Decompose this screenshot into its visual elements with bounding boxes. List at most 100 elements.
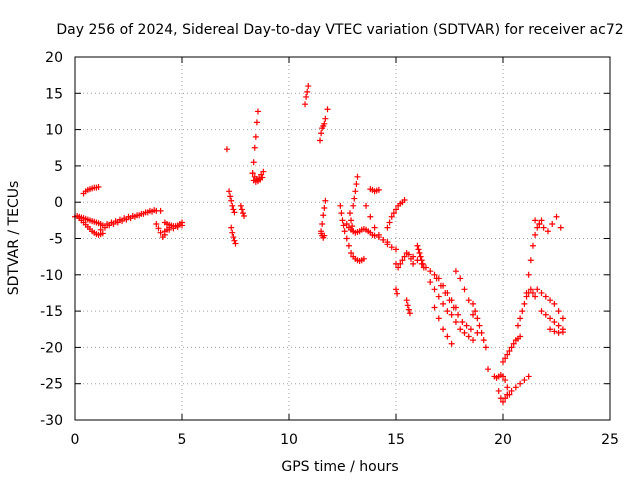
y-tick-label: -20 xyxy=(40,340,63,356)
data-point xyxy=(534,286,541,293)
data-point xyxy=(321,120,328,127)
series-x16.6-desc xyxy=(427,279,477,344)
data-point xyxy=(351,195,358,202)
series-x13.6-arc xyxy=(363,202,399,253)
data-point xyxy=(108,219,115,226)
data-point xyxy=(393,286,399,293)
data-point xyxy=(512,384,519,391)
data-point xyxy=(551,328,558,335)
series-x11.5-rise xyxy=(317,106,331,144)
data-point xyxy=(226,188,233,195)
data-point xyxy=(157,229,164,236)
series-x14.6-rise xyxy=(384,197,408,231)
data-point xyxy=(502,395,509,402)
series-x7-top xyxy=(223,146,230,153)
data-point xyxy=(343,220,350,227)
data-points xyxy=(72,83,566,405)
data-point xyxy=(388,244,395,251)
data-point xyxy=(337,202,344,209)
data-point xyxy=(551,318,558,325)
data-point xyxy=(517,333,524,340)
data-point xyxy=(134,212,141,219)
data-point xyxy=(380,236,387,243)
data-point xyxy=(452,318,459,325)
data-point xyxy=(254,108,261,115)
data-point xyxy=(166,226,173,233)
data-point xyxy=(125,213,132,220)
plot-frame xyxy=(74,56,611,421)
data-point xyxy=(410,260,417,267)
data-point xyxy=(536,220,543,227)
data-point xyxy=(116,216,123,223)
data-point xyxy=(318,130,325,137)
data-point xyxy=(540,224,547,231)
data-point xyxy=(508,387,515,394)
data-point xyxy=(431,286,438,293)
data-point xyxy=(553,213,560,220)
series-band-b-0to1 xyxy=(76,215,106,238)
data-point xyxy=(112,218,119,225)
data-point xyxy=(155,225,162,232)
y-tick-label: 20 xyxy=(45,50,63,66)
data-point xyxy=(179,222,185,229)
y-tick-label: 0 xyxy=(54,195,63,211)
data-point xyxy=(153,220,160,227)
data-point xyxy=(500,398,506,405)
data-point xyxy=(253,119,260,126)
data-point xyxy=(339,217,346,224)
x-tick-label: 0 xyxy=(71,432,80,448)
data-point xyxy=(452,268,459,275)
data-point xyxy=(97,226,104,233)
series-x11.5-dn xyxy=(318,230,328,241)
data-point xyxy=(230,206,237,213)
data-point xyxy=(435,293,442,300)
x-axis-label: GPS time / hours xyxy=(281,459,398,475)
data-point xyxy=(529,242,536,249)
y-tick-label: 15 xyxy=(45,86,63,102)
data-point xyxy=(519,308,526,315)
data-point xyxy=(418,257,425,264)
x-tick-label: 10 xyxy=(280,432,298,448)
series-x21.6-fall xyxy=(534,286,566,322)
data-point xyxy=(320,212,327,219)
series-x12.8-midstripe xyxy=(346,210,357,235)
data-point xyxy=(504,384,511,391)
data-point xyxy=(129,212,136,219)
data-point xyxy=(547,326,554,333)
data-point xyxy=(239,210,246,217)
data-point xyxy=(393,206,399,213)
data-point xyxy=(151,207,158,214)
series-x7.8 xyxy=(237,202,248,219)
data-point xyxy=(232,240,239,247)
data-point xyxy=(470,300,477,307)
data-point xyxy=(517,315,524,322)
y-tick-label: -25 xyxy=(40,377,63,393)
data-point xyxy=(367,213,374,220)
data-point xyxy=(459,318,466,325)
data-point xyxy=(322,115,329,122)
data-point xyxy=(534,224,541,231)
data-point xyxy=(527,286,534,293)
data-point xyxy=(538,308,545,315)
data-point xyxy=(415,246,422,253)
series-x7-low xyxy=(228,224,239,247)
data-point xyxy=(557,224,564,231)
data-point xyxy=(538,217,545,224)
data-point xyxy=(414,242,421,249)
data-point xyxy=(435,315,442,322)
data-point xyxy=(547,315,554,322)
data-point xyxy=(514,322,521,329)
data-point xyxy=(227,193,234,200)
data-point xyxy=(555,322,562,329)
data-point xyxy=(555,308,562,315)
data-point xyxy=(340,222,347,229)
data-point xyxy=(230,234,237,241)
data-point xyxy=(532,231,539,238)
data-point xyxy=(321,205,328,212)
series-x21.8-low xyxy=(538,308,566,333)
data-point xyxy=(229,229,236,236)
data-point xyxy=(174,223,181,230)
data-point xyxy=(470,337,477,344)
series-x17-desc2 xyxy=(433,275,474,333)
data-point xyxy=(250,159,257,166)
